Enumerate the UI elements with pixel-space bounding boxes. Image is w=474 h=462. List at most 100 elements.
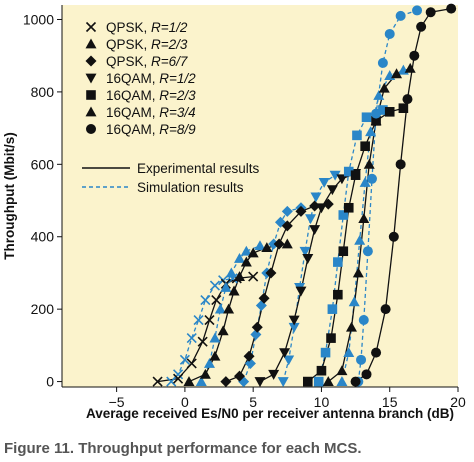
x-tick-label: 20: [450, 394, 466, 410]
exp-point-16qam-r-1-2: [336, 174, 348, 185]
sim-point-16qam-r-2-3: [338, 210, 349, 220]
legend-label-16qam-r-3-4: 16QAM, R=3/4: [106, 105, 196, 120]
legend-box: [70, 10, 284, 206]
sim-point-qpsk-r-1-2: [186, 333, 197, 344]
sim-point-qpsk-r-2-3: [214, 303, 226, 314]
sim-point-16qam-r-2-3: [333, 257, 343, 267]
legend-marker-qpsk-r-2-3: [85, 38, 97, 49]
exp-point-qpsk-r-2-3: [234, 271, 246, 281]
exp-point-16qam-r-8-9: [416, 21, 427, 32]
sim-point-qpsk-r-2-3: [225, 267, 237, 278]
legend-marker-16qam-r-1-2: [85, 73, 97, 84]
exp-point-qpsk-r-1-2: [173, 373, 184, 384]
exp-point-16qam-r-1-2: [295, 286, 307, 297]
exp-point-qpsk-r-6-7: [243, 350, 255, 362]
sim-point-16qam-r-2-3: [313, 376, 324, 387]
sim-point-16qam-r-1-2: [310, 192, 322, 203]
exp-point-qpsk-r-6-7: [309, 200, 321, 212]
sim-point-qpsk-r-2-3: [234, 252, 246, 263]
x-tick-label: 0: [181, 394, 189, 410]
sim-point-qpsk-r-1-2: [209, 280, 221, 291]
sim-point-16qam-r-3-4: [343, 347, 355, 358]
exp-point-16qam-r-3-4: [358, 213, 370, 224]
exp-point-qpsk-r-6-7: [265, 267, 277, 279]
y-tick-label: 0: [46, 374, 54, 390]
sim-point-qpsk-r-1-2: [179, 354, 190, 365]
exp-point-16qam-r-2-3: [350, 170, 361, 180]
sim-point-16qam-r-3-4: [336, 376, 348, 386]
legend-label-simulation-results: Simulation results: [137, 180, 244, 195]
exp-point-16qam-r-3-4: [378, 82, 390, 93]
exp-point-16qam-r-3-4: [322, 376, 334, 386]
exp-point-16qam-r-2-3: [343, 202, 354, 213]
exp-point-qpsk-r-1-2: [152, 376, 163, 387]
sim-point-qpsk-r-6-7: [244, 357, 256, 369]
legend-label-16qam-r-2-3: 16QAM, R=2/3: [106, 88, 196, 103]
sim-point-16qam-r-8-9: [384, 28, 395, 39]
exp-point-qpsk-r-6-7: [258, 292, 270, 304]
exp-point-16qam-r-8-9: [388, 231, 399, 242]
sim-point-16qam-r-8-9: [377, 57, 388, 68]
x-tick-label: −5: [109, 394, 125, 410]
exp-point-16qam-r-8-9: [402, 94, 413, 105]
exp-point-16qam-r-8-9: [361, 369, 372, 380]
sim-point-qpsk-r-2-3: [254, 240, 266, 251]
legend-marker-16qam-r-3-4: [85, 106, 97, 117]
sim-point-16qam-r-8-9: [356, 354, 367, 365]
exp-point-16qam-r-2-3: [302, 376, 313, 387]
exp-point-qpsk-r-6-7: [220, 376, 232, 388]
sim-point-16qam-r-1-2: [277, 377, 289, 388]
exp-point-16qam-r-3-4: [336, 365, 348, 376]
x-axis-title: Average received Es/N0 per receiver ante…: [86, 406, 454, 421]
exp-point-16qam-r-3-4: [404, 62, 416, 73]
exp-point-qpsk-r-2-3: [240, 256, 252, 267]
exp-point-16qam-r-3-4: [370, 115, 382, 126]
x-tick-label: 5: [249, 394, 257, 410]
exp-point-16qam-r-8-9: [395, 159, 406, 170]
exp-point-16qam-r-8-9: [446, 3, 457, 14]
exp-point-qpsk-r-6-7: [295, 205, 307, 217]
exp-point-qpsk-r-2-3: [261, 242, 273, 252]
exp-point-qpsk-r-2-3: [223, 303, 235, 314]
exp-point-qpsk-r-2-3: [281, 238, 293, 249]
exp-point-16qam-r-3-4: [345, 321, 357, 332]
sim-point-16qam-r-8-9: [412, 5, 423, 16]
sim-line-16qam-r-3-4: [341, 69, 404, 382]
legend-label-16qam-r-8-9: 16QAM, R=8/9: [106, 122, 196, 137]
legend-label-qpsk-r-2-3: QPSK, R=2/3: [106, 37, 188, 52]
legend-label-experimental-results: Experimental results: [137, 161, 260, 176]
y-tick-label: 1000: [23, 11, 54, 27]
exp-point-16qam-r-2-3: [338, 246, 349, 257]
exp-point-qpsk-r-6-7: [281, 220, 293, 232]
x-tick-label: 10: [314, 394, 330, 410]
legend-marker-qpsk-r-1-2: [85, 21, 97, 33]
sim-point-qpsk-r-2-3: [220, 281, 232, 292]
exp-point-16qam-r-1-2: [288, 315, 300, 326]
sim-point-16qam-r-2-3: [320, 347, 331, 358]
exp-point-qpsk-r-2-3: [217, 325, 229, 336]
exp-point-16qam-r-1-2: [326, 185, 338, 196]
sim-point-16qam-r-8-9: [362, 246, 373, 257]
exp-point-qpsk-r-6-7: [273, 238, 285, 250]
y-tick-label: 400: [31, 229, 55, 245]
sim-point-16qam-r-8-9: [366, 173, 377, 184]
sim-point-qpsk-r-2-3: [203, 357, 215, 368]
sim-point-16qam-r-8-9: [395, 10, 406, 21]
exp-point-16qam-r-2-3: [326, 333, 336, 343]
sim-point-qpsk-r-2-3: [209, 332, 221, 343]
sim-point-16qam-r-3-4: [373, 90, 385, 100]
exp-point-qpsk-r-6-7: [322, 198, 334, 210]
exp-point-16qam-r-1-2: [302, 254, 314, 264]
exp-point-16qam-r-2-3: [333, 289, 343, 300]
sim-point-16qam-r-1-2: [299, 246, 311, 257]
exp-point-16qam-r-1-2: [309, 225, 321, 235]
sim-point-qpsk-r-1-2: [173, 369, 184, 380]
sim-point-16qam-r-1-2: [318, 178, 330, 188]
legend: QPSK, R=1/2 QPSK, R=2/3 QPSK, R=6/7 16QAM, …: [70, 10, 284, 206]
sim-point-16qam-r-8-9: [358, 315, 369, 326]
exp-point-16qam-r-2-3: [360, 141, 370, 152]
exp-point-16qam-r-8-9: [380, 304, 391, 315]
legend-label-16qam-r-1-2: 16QAM, R=1/2: [106, 71, 196, 86]
exp-point-qpsk-r-6-7: [234, 370, 246, 382]
x-tick-label: 15: [382, 394, 398, 410]
